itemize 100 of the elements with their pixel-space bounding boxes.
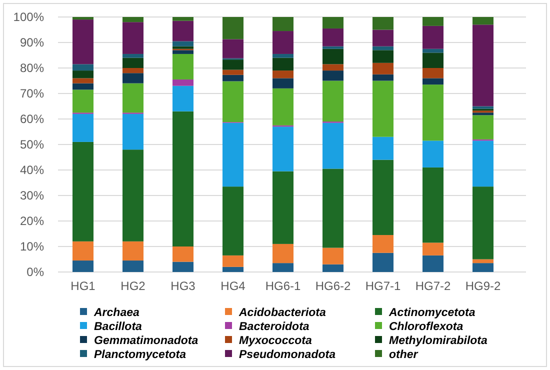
bar [422,68,444,78]
bar [372,62,394,74]
bar [372,30,394,46]
bar [472,259,494,264]
bar [72,114,94,142]
bar [372,46,394,50]
bar [72,260,94,272]
bar [472,263,494,272]
bar [272,171,294,244]
bar [272,263,294,272]
bar [122,73,144,84]
x-tick-label: HG1 [70,279,96,293]
legend-label: Myxococcota [239,335,312,348]
x-tick-label: HG7-2 [415,279,451,293]
bar [422,78,444,85]
bar [72,64,94,71]
bar [322,17,344,28]
bar [222,70,244,75]
bar [222,17,244,40]
bar [472,17,494,25]
bar [422,140,444,168]
bar [422,84,444,141]
bar [72,83,94,90]
bar [222,266,244,272]
bar [322,46,344,49]
x-tick-label: HG6-1 [265,279,301,293]
bar [372,235,394,253]
bar [72,20,94,64]
bar [72,90,94,113]
x-tick-label: HG6-2 [315,279,351,293]
bar [72,70,94,78]
bar [322,28,344,46]
y-tick-label: 0% [26,265,44,280]
bar [372,17,394,30]
bar [372,74,394,81]
bar [322,248,344,264]
y-tick-label: 10% [20,240,44,254]
bar [272,88,294,126]
bar [472,112,494,116]
legend-label: Methylomirabilota [389,335,488,348]
bar [222,74,244,82]
legend-label: other [389,349,418,362]
bar [422,242,444,256]
bar [222,186,244,256]
bar [422,255,444,272]
bar [122,17,144,22]
y-tick-label: 80% [20,61,44,76]
x-tick-label: HG3 [170,279,196,293]
bar [322,70,344,81]
bar [172,79,194,86]
y-tick-label: 40% [20,163,44,178]
legend-label: Gemmatimonadota [94,335,199,348]
legend-label: Bacillota [94,321,143,334]
bar [322,122,344,169]
bar [172,86,194,112]
bar [72,142,94,242]
bar [222,255,244,267]
bar [122,22,144,54]
bar [322,80,344,122]
bar [222,60,244,70]
bar [272,17,294,32]
y-tick-label: 50% [20,138,44,152]
bar [322,168,344,248]
bar [172,20,194,42]
bar [172,46,194,49]
y-tick-label: 100% [13,10,44,24]
bar [172,111,194,246]
bar [122,83,144,113]
bar [172,262,194,272]
bar [372,80,394,137]
bar [172,54,194,80]
bar [472,106,494,109]
bar [372,160,394,236]
bar [272,126,294,172]
bar [222,122,244,187]
bar [72,241,94,261]
bar [122,54,144,58]
x-tick-label: HG9-2 [465,279,501,293]
bar [172,17,194,21]
bar [222,81,244,122]
x-tick-label: HG7-1 [365,279,401,293]
y-tick-label: 20% [20,214,44,228]
bar [422,17,444,26]
legend-label: Bacteroidota [239,321,310,334]
bar [272,54,294,58]
bar [72,78,94,84]
bar [172,50,194,54]
legend-label: Archaea [93,307,140,320]
y-tick-label: 90% [20,36,44,50]
legend-label: Acidobacteriota [238,307,327,320]
bar [272,58,294,71]
bar [272,78,294,88]
bar [372,50,394,63]
bar [122,58,144,68]
legend-label: Planctomycetota [94,349,187,362]
bar [172,41,194,46]
bar [422,52,444,68]
x-tick-label: HG4 [220,279,246,293]
bar [122,114,144,150]
bar [122,260,144,272]
